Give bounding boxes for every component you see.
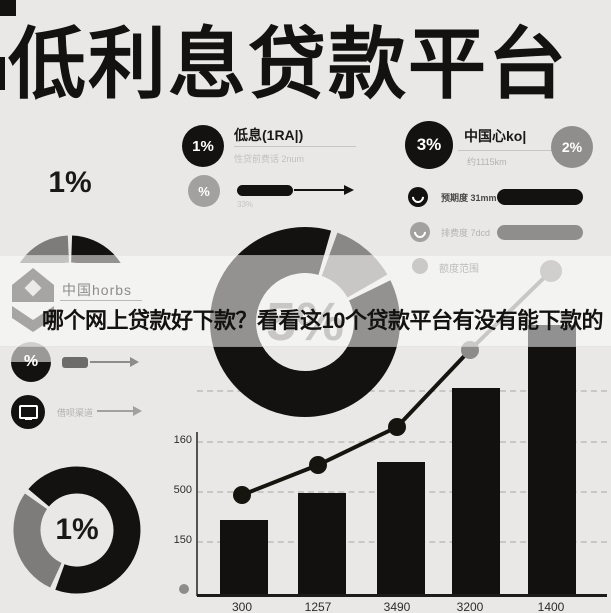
arrow-head-icon [130,357,139,367]
row2-bar [497,225,583,240]
bar [377,462,425,596]
bar [220,520,268,596]
arrow-head-icon [344,185,354,195]
percent-badge: % [188,175,220,207]
arrow-line [97,410,133,412]
bar [298,493,346,596]
divider-line [234,146,356,147]
x-tick-label: 1257 [304,600,332,613]
line-dot [309,456,327,474]
page-title: 低利息贷款平台 [8,20,569,108]
line-dot [388,418,406,436]
donut-chart-bottom-left [13,466,141,594]
gridline [197,441,607,443]
row2-icon [410,222,430,242]
divider-line [458,150,588,151]
y-tick-label: 500 [173,484,192,496]
brand-label: 中国horbs [62,282,133,298]
bar-note: 33% [237,200,254,209]
line-dot [233,486,251,504]
arrow-line [90,361,130,363]
gridline [197,390,607,392]
y-axis [196,432,198,596]
monitor-badge [11,395,45,429]
low-interest-title: 低息(1RA|) [234,127,304,143]
x-tick-label: 3490 [383,600,411,613]
row2-label: 排费度 7dcd [441,228,491,238]
x-tick-label: 3200 [456,600,484,613]
china-subtitle: 约1115km [467,157,507,167]
donut-bottom-left-value: 1% [55,513,99,546]
low-interest-badge: 1% [182,125,224,167]
bar [528,325,576,596]
home-shield-icon [12,268,54,332]
channel-label: 借呗渠道 [57,408,94,418]
corner-square-decoration [0,0,16,16]
banner-overlay [0,255,611,347]
arrow-line [294,189,344,191]
donut-top-left-value: 1% [48,166,92,199]
china-title: 中国心ko| [464,128,527,144]
y-tick-label: 160 [173,434,192,446]
bar [452,388,500,596]
x-tick-label: 300 [231,600,253,613]
china-badge: 3% [405,121,453,169]
row1-icon [408,187,428,207]
edge-mark-decoration [0,57,5,90]
monitor-icon [18,405,38,420]
line-segment [241,348,472,497]
china-badge-right: 2% [551,126,593,168]
arrow-head-icon [133,406,142,416]
x-axis [197,594,607,597]
origin-dot [179,584,189,594]
y-tick-label: 150 [173,534,192,546]
banner-headline: 哪个网上贷款好下款？看看这10个贷款平台有没有能下款的 [42,308,603,333]
row1-label: 预期度 31mm [441,193,497,203]
mini-bar [62,357,88,368]
left-percent-badge: % [11,342,51,382]
low-interest-subtitle: 性贷前费话 2num [234,154,305,164]
row1-bar [497,189,583,205]
x-axis-labels: 300 1257 3490 3200 1400 [0,600,611,613]
brand-underline [60,300,142,301]
progress-pill [237,185,293,196]
x-tick-label: 1400 [537,600,565,613]
